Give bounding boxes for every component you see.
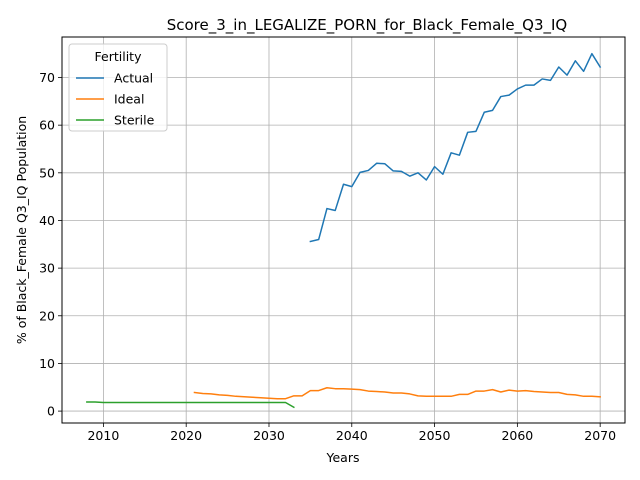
y-axis-label: % of Black_Female Q3_IQ Population bbox=[14, 116, 29, 344]
legend: Fertility Actual Ideal Sterile bbox=[68, 43, 168, 132]
x-tick-label: 2040 bbox=[336, 428, 368, 443]
x-tick-label: 2010 bbox=[87, 428, 119, 443]
y-tick-label: 0 bbox=[47, 404, 55, 419]
y-tick-label: 70 bbox=[39, 70, 55, 85]
x-axis-label: Years bbox=[326, 450, 360, 465]
x-tick-label: 2060 bbox=[501, 428, 533, 443]
legend-box bbox=[68, 43, 168, 132]
series-lines bbox=[86, 52, 602, 409]
plot-frame bbox=[61, 36, 626, 424]
series-line-actual bbox=[309, 52, 602, 243]
y-tick-label: 60 bbox=[39, 118, 55, 133]
chart-title: Score_3_in_LEGALIZE_PORN_for_Black_Femal… bbox=[167, 16, 568, 35]
legend-label-sterile: Sterile bbox=[114, 113, 155, 128]
y-tick-label: 30 bbox=[39, 261, 55, 276]
y-tick-label: 50 bbox=[39, 165, 55, 180]
x-tick-label: 2030 bbox=[253, 428, 285, 443]
x-tick-label: 2020 bbox=[170, 428, 202, 443]
series-line-ideal bbox=[193, 386, 601, 400]
grid-lines bbox=[62, 37, 625, 423]
legend-title: Fertility bbox=[95, 49, 143, 64]
y-tick-label: 20 bbox=[39, 308, 55, 323]
axis-ticks: 2010 2020 2030 2040 2050 2060 2070010203040506… bbox=[39, 70, 616, 443]
x-tick-label: 2070 bbox=[584, 428, 616, 443]
series-line-sterile bbox=[86, 401, 295, 409]
x-tick-label: 2050 bbox=[419, 428, 451, 443]
y-tick-label: 10 bbox=[39, 356, 55, 371]
legend-label-ideal: Ideal bbox=[114, 92, 144, 107]
legend-label-actual: Actual bbox=[114, 71, 153, 86]
y-tick-label: 40 bbox=[39, 213, 55, 228]
